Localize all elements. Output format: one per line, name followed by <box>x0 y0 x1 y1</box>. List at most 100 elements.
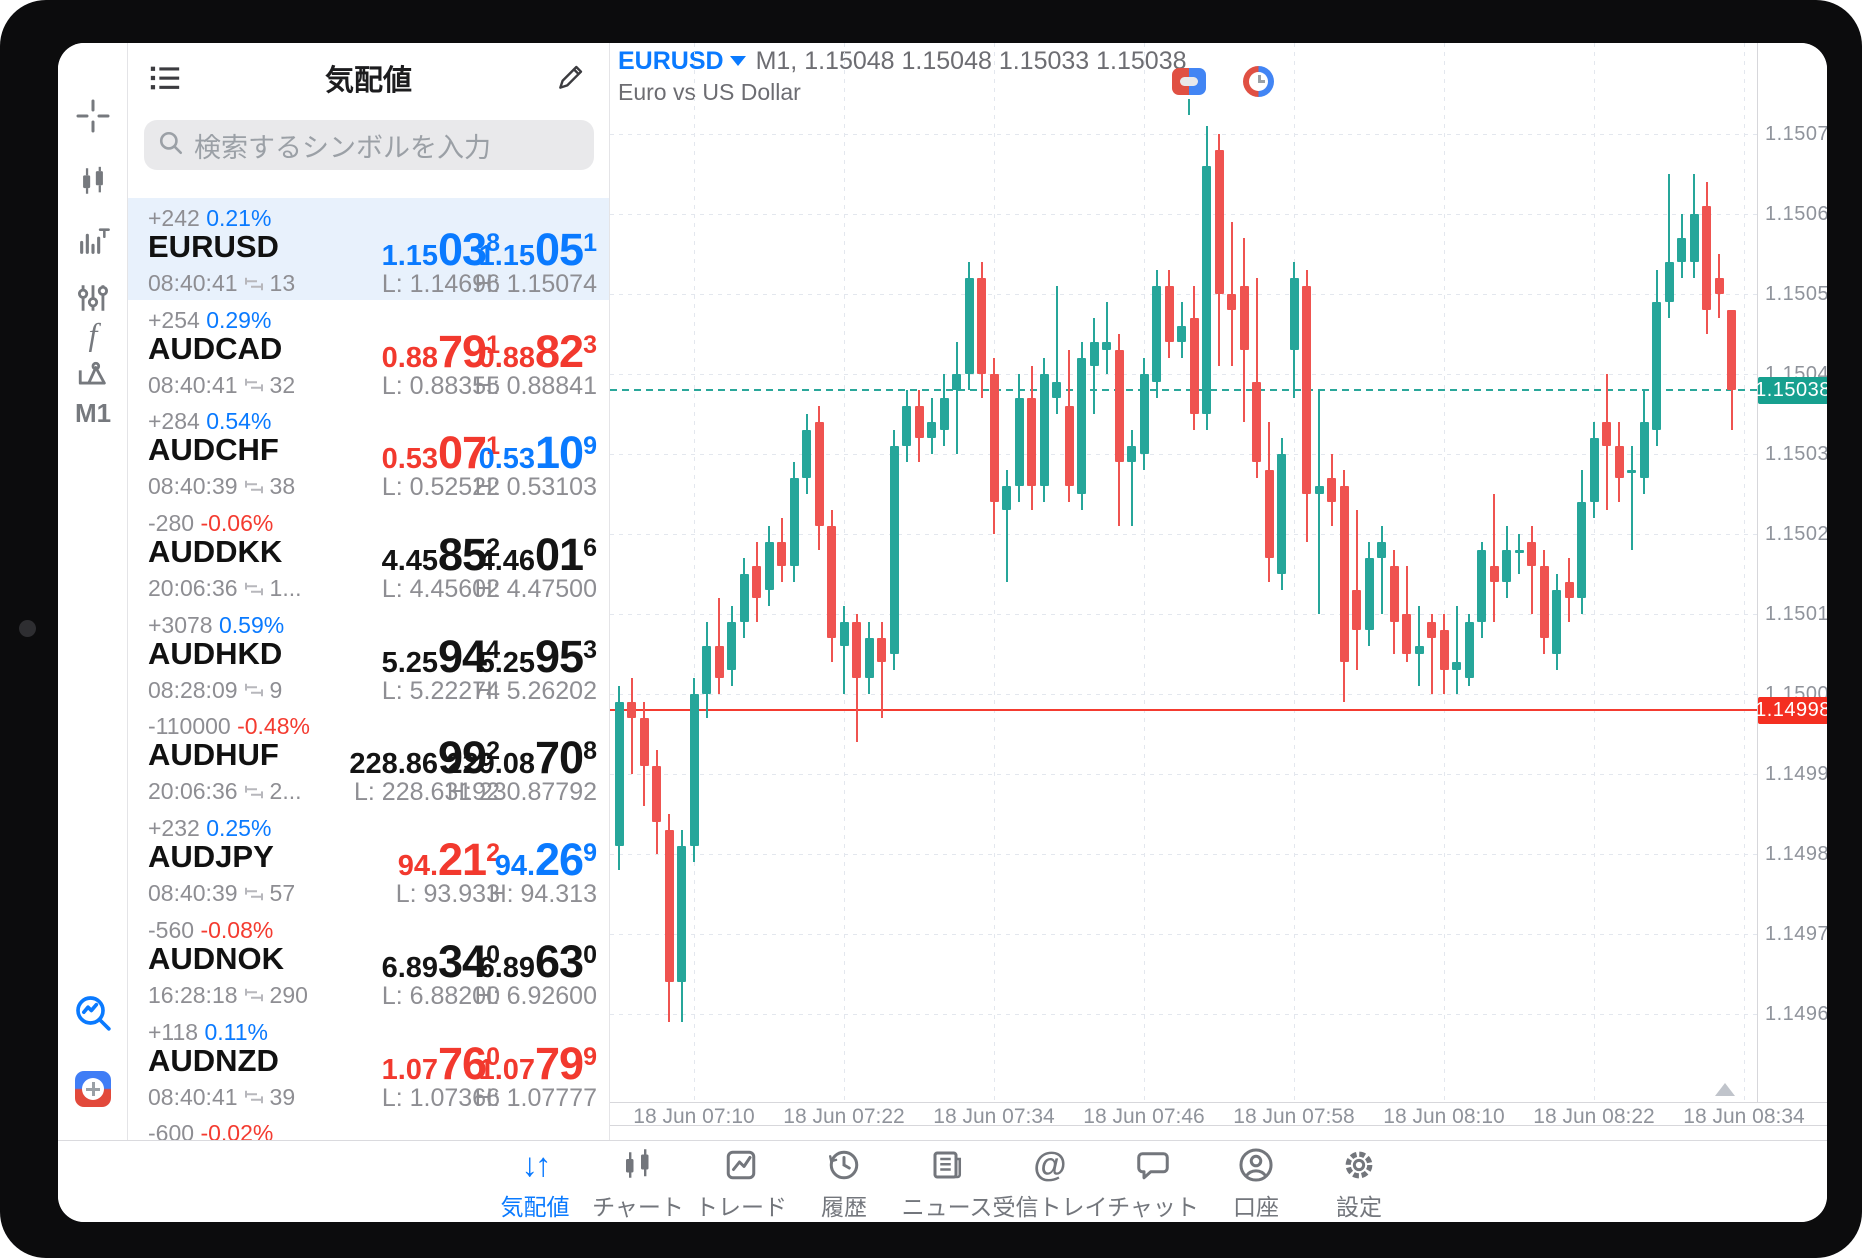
bid-price: 0.88791 <box>381 325 500 377</box>
time-axis-label: 18 Jun 07:34 <box>933 1105 1055 1128</box>
history-icon <box>774 1145 914 1185</box>
candle-body <box>889 446 899 654</box>
symbol-name: AUDHKD <box>148 635 283 671</box>
quote-row-audhuf[interactable]: -110000 -0.48% AUDHUF 228.86992 229.08708 20… <box>128 706 609 808</box>
candle-body <box>1114 350 1124 462</box>
candle-body <box>927 422 936 438</box>
quote-row-audchf[interactable]: +284 0.54% AUDCHF 0.53071 0.53109 08:40:39 38… <box>128 401 609 503</box>
quote-row-partial[interactable]: -600 -0.02% <box>128 1113 609 1140</box>
one-click-trading-icon[interactable] <box>1172 68 1206 95</box>
nav-quotes[interactable]: ↓↑ 気配値 <box>465 1145 605 1222</box>
bid-price: 94.212 <box>397 834 500 886</box>
candle-body <box>1152 286 1161 382</box>
candle-body <box>1564 582 1574 598</box>
candle-body <box>789 478 799 566</box>
change-line: +3078 0.59% <box>148 611 285 638</box>
nav-inbox[interactable]: @ 受信トレイ <box>980 1145 1120 1222</box>
candle-body <box>1164 286 1174 342</box>
nav-history[interactable]: 履歴 <box>774 1145 914 1222</box>
quote-row-audnok[interactable]: -560 -0.08% AUDNOK 6.89340 6.89630 16:28:18 2… <box>128 910 609 1012</box>
crosshair-icon[interactable] <box>58 98 128 134</box>
h-gridline <box>610 1014 1757 1015</box>
time-axis[interactable]: 18 Jun 07:10 18 Jun 07:22 18 Jun 07:34 18 J… <box>610 1102 1827 1128</box>
add-symbol-icon[interactable] <box>58 1071 128 1107</box>
front-camera <box>19 620 36 637</box>
bid-price: 1.15038 <box>381 224 500 275</box>
time-axis-label: 18 Jun 07:46 <box>1083 1105 1205 1128</box>
candle-wick <box>1455 606 1458 694</box>
nav-chart[interactable]: チャート <box>568 1145 708 1222</box>
ask-price: 1.15051 <box>478 224 597 275</box>
bottom-nav: ↓↑ 気配値 チャート トレード 履歴 ニュース @ 受信トレイ チャット 口座 設定 <box>58 1140 1827 1222</box>
candle-body <box>1614 446 1624 478</box>
candle-wick <box>630 678 633 774</box>
candle-body <box>739 574 749 622</box>
quote-low: L: 4.45602 <box>381 575 500 604</box>
h-gridline <box>610 854 1757 855</box>
list-view-icon[interactable] <box>148 61 182 100</box>
one-click-marker <box>1188 99 1190 115</box>
quote-time: 08:40:41 39 <box>148 1083 296 1110</box>
candle-body <box>1039 374 1049 486</box>
search-input[interactable]: 検索するシンボルを入力 <box>144 120 594 170</box>
time-axis-label: 18 Jun 08:10 <box>1383 1105 1505 1128</box>
quote-row-auddkk[interactable]: -280 -0.06% AUDDKK 4.45852 4.46016 20:06:36 1… <box>128 503 609 605</box>
quotes-icon: ↓↑ <box>521 1146 552 1183</box>
quote-row-audcad[interactable]: +254 0.29% AUDCAD 0.88791 0.88823 08:40:41 32… <box>128 300 609 402</box>
candle-body <box>989 374 999 502</box>
candle-body <box>1639 422 1649 478</box>
change-line: +254 0.29% <box>148 306 272 333</box>
quote-row-audnzd[interactable]: +118 0.11% AUDNZD 1.07760 1.07799 08:40:41 39… <box>128 1012 609 1114</box>
quote-row-eurusd[interactable]: +242 0.21% EURUSD 1.15038 1.15051 08:40:41 13… <box>128 198 609 300</box>
h-gridline <box>610 534 1757 535</box>
candle-body <box>852 622 861 678</box>
candle-body <box>1302 286 1311 494</box>
candle-body <box>727 622 736 670</box>
candlestick-icon[interactable] <box>58 163 128 199</box>
function-icon[interactable]: f <box>88 315 98 352</box>
candle-wick <box>1130 430 1133 526</box>
h-gridline <box>610 214 1757 215</box>
market-clock-icon[interactable] <box>1243 66 1274 97</box>
candle-body <box>1239 286 1249 350</box>
y-axis-label: 1.15060 <box>1765 203 1827 225</box>
candle-body <box>752 566 761 598</box>
nav-trade[interactable]: トレード <box>671 1145 811 1222</box>
ask-price: 5.25953 <box>478 630 597 682</box>
quote-row-audhkd[interactable]: +3078 0.59% AUDHKD 5.25944 5.25953 08:28:09 9… <box>128 605 609 707</box>
candle-body <box>1652 302 1661 430</box>
market-scanner-icon[interactable] <box>58 995 128 1031</box>
candle-body <box>839 622 849 646</box>
chart-settings-icon[interactable] <box>58 280 128 316</box>
timeframe-m1[interactable]: M1 <box>58 395 128 431</box>
candle-body <box>627 702 636 718</box>
nav-news[interactable]: ニュース <box>877 1145 1017 1222</box>
v-gridline <box>1294 43 1295 1102</box>
price-axis[interactable]: 1.150701.150601.150501.150401.150301.150… <box>1755 43 1827 1102</box>
metatrader-app: f M1 気配値 <box>58 43 1827 1222</box>
price-chart[interactable]: EURUSD M1, 1.15048 1.15048 1.15033 1.1503… <box>610 43 1757 1102</box>
search-placeholder: 検索するシンボルを入力 <box>194 132 491 163</box>
time-axis-label: 18 Jun 07:10 <box>633 1105 755 1128</box>
chart-symbol-header[interactable]: EURUSD M1, 1.15048 1.15048 1.15033 1.1503… <box>618 47 1187 76</box>
chat-icon <box>1083 1145 1223 1185</box>
quote-row-audjpy[interactable]: +232 0.25% AUDJPY 94.212 94.269 08:40:39 57 L:… <box>128 808 609 910</box>
candle-body <box>1214 150 1224 294</box>
nav-chat[interactable]: チャット <box>1083 1145 1223 1222</box>
edit-icon[interactable] <box>555 61 587 98</box>
candle-body <box>702 646 711 694</box>
y-axis-label: 1.15050 <box>1765 283 1827 305</box>
h-gridline <box>610 454 1757 455</box>
change-line: +232 0.25% <box>148 815 272 842</box>
candle-body <box>1439 630 1449 670</box>
objects-icon[interactable] <box>58 358 128 394</box>
scroll-to-end-icon[interactable] <box>1715 1083 1735 1096</box>
indicators-icon[interactable] <box>58 223 128 259</box>
nav-account[interactable]: 口座 <box>1186 1145 1326 1222</box>
nav-settings[interactable]: 設定 <box>1289 1145 1429 1222</box>
candle-body <box>1714 278 1724 294</box>
candle-body <box>1139 374 1149 454</box>
candle-body <box>1014 398 1024 486</box>
quote-high: H: 5.26202 <box>474 676 597 705</box>
candle-body <box>1002 486 1011 510</box>
